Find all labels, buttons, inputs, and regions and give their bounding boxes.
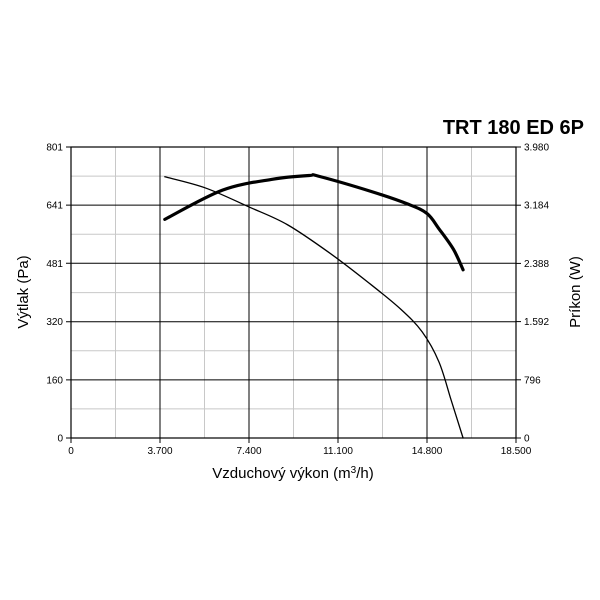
series-layer (163, 173, 465, 439)
y2-tick-label: 1.592 (524, 317, 549, 328)
x-tick-label: 18.500 (501, 446, 532, 457)
x-tick-label: 0 (68, 446, 74, 457)
x-axis-title-suffix: /h) (356, 465, 374, 482)
y2-tick-label: 3.980 (524, 143, 549, 154)
y-tick-label: 320 (46, 317, 63, 328)
chart-title: TRT 180 ED 6P (443, 117, 584, 139)
x-axis-title: Vzduchový výkon (m3/h) (212, 465, 373, 483)
plot-frame (70, 146, 517, 439)
ticks-layer: 0 3.700 7.400 11.100 14.800 18.50001603204816… (46, 143, 549, 458)
y-tick-label: 801 (46, 143, 63, 154)
power-curve (163, 173, 465, 272)
pressure-curve (164, 176, 464, 439)
y2-tick-label: 3.184 (524, 201, 549, 212)
y-axis-title: Výtlak (Pa) (15, 255, 32, 328)
x-axis-title-superscript: 3 (351, 465, 357, 476)
x-axis-title-main: Vzduchový výkon (m (212, 465, 350, 482)
y-tick-label: 481 (46, 259, 63, 270)
x-tick-label: 3.700 (147, 446, 172, 457)
y2-axis-title: Príkon (W) (567, 256, 584, 328)
y-tick-label: 0 (57, 434, 63, 445)
grid-layer (71, 147, 516, 438)
y-tick-label: 641 (46, 201, 63, 212)
x-tick-label: 14.800 (412, 446, 443, 457)
y2-tick-label: 0 (524, 434, 530, 445)
y-tick-label: 160 (46, 375, 63, 386)
y2-tick-label: 2.388 (524, 259, 549, 270)
y2-tick-label: 796 (524, 375, 541, 386)
x-tick-label: 7.400 (236, 446, 261, 457)
x-tick-label: 11.100 (323, 446, 353, 457)
